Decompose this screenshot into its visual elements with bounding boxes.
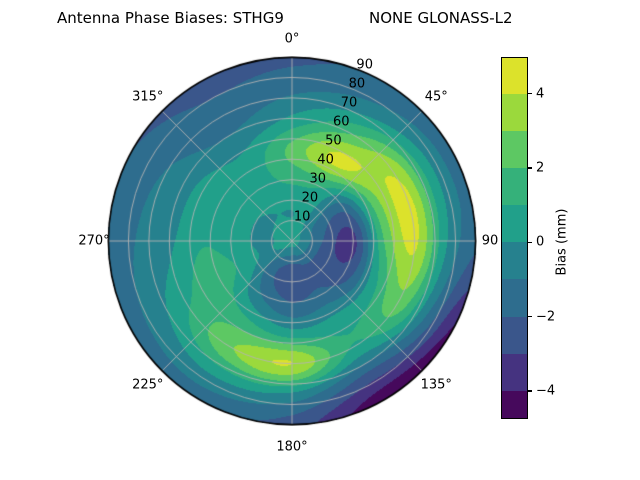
colorbar-band (502, 242, 527, 280)
radial-tick-label: 90 (356, 57, 373, 73)
colorbar-band (502, 205, 527, 243)
colorbar-tick (528, 316, 532, 318)
colorbar-tick-label: 4 (536, 86, 545, 102)
polar-plot: 0° 45° 90 135° 180° 225° 270° 315° 10 20 30 40 50 60 7… (78, 32, 498, 455)
radial-tick-label: 50 (325, 133, 342, 149)
colorbar-tick (528, 93, 532, 95)
angular-tick-label: 90 (481, 233, 499, 249)
colorbar-band (502, 316, 527, 355)
angular-tick-label: 225° (132, 377, 164, 393)
colorbar-tick (528, 241, 532, 243)
radial-tick-label: 10 (293, 209, 311, 225)
plot-title-left: Antenna Phase Biases: STHG9 (57, 9, 284, 27)
colorbar-tick-label: −2 (536, 309, 556, 325)
colorbar-tick-label: −4 (536, 383, 556, 399)
colorbar-band (502, 279, 527, 318)
colorbar-band (502, 390, 527, 419)
colorbar-band (502, 93, 527, 132)
colorbar-tick-label: 0 (536, 234, 545, 250)
angular-tick-label: 45° (424, 89, 448, 105)
radial-tick-label: 20 (301, 190, 319, 206)
radial-tick-label: 40 (317, 152, 334, 168)
colorbar-tick-label: 2 (536, 160, 545, 176)
angular-tick-label: 315° (132, 89, 164, 105)
colorbar-tick (528, 390, 532, 392)
radial-tick-label: 80 (348, 76, 366, 92)
polar-contour-canvas (107, 56, 477, 426)
plot-title-right: NONE GLONASS-L2 (369, 9, 513, 27)
angular-tick-label: 135° (420, 377, 452, 393)
radial-tick-label: 70 (340, 95, 358, 111)
colorbar-axis-label: Bias (mm) (554, 208, 570, 276)
angular-tick-label: 0° (284, 31, 300, 47)
colorbar-band (502, 58, 527, 95)
radial-tick-label: 30 (309, 171, 327, 187)
colorbar-band (502, 167, 527, 206)
colorbar-tick (528, 167, 532, 169)
angular-tick-label: 180° (276, 439, 308, 455)
angular-tick-label: 270° (78, 233, 110, 249)
colorbar-band (502, 353, 527, 392)
radial-tick-label: 60 (332, 114, 350, 130)
colorbar: 4 2 0 −2 −4 (501, 57, 555, 419)
colorbar-band (502, 130, 527, 169)
